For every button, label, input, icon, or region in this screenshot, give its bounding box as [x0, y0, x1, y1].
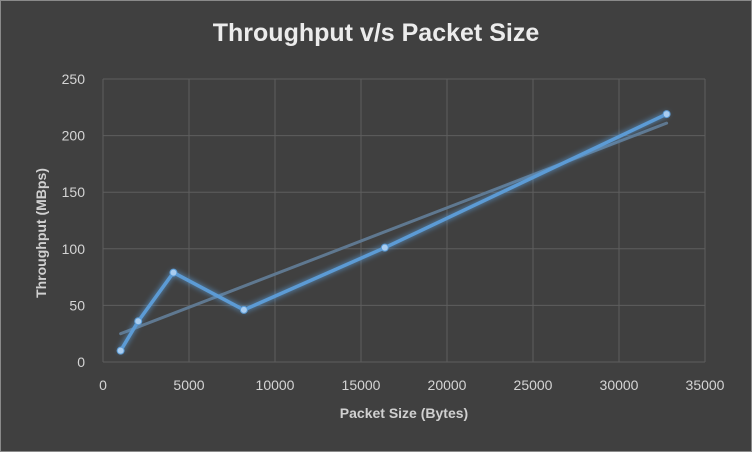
data-point	[169, 268, 178, 277]
y-tick-label: 100	[62, 241, 86, 257]
data-point	[134, 317, 143, 326]
x-tick-label: 15000	[342, 377, 381, 393]
y-tick-label: 0	[77, 354, 85, 370]
x-tick-label: 25000	[514, 377, 553, 393]
data-point	[239, 305, 248, 314]
y-tick-label: 50	[69, 297, 85, 313]
x-tick-label: 30000	[600, 377, 639, 393]
x-tick-label: 0	[99, 377, 107, 393]
y-tick-label: 150	[62, 184, 86, 200]
y-tick-label: 200	[62, 128, 86, 144]
x-tick-label: 10000	[256, 377, 295, 393]
x-tick-label: 5000	[173, 377, 204, 393]
x-tick-label: 35000	[686, 377, 725, 393]
x-axis-label: Packet Size (Bytes)	[339, 405, 469, 421]
x-tick-label: 20000	[428, 377, 467, 393]
chart-title: Throughput v/s Packet Size	[212, 19, 540, 47]
data-point	[662, 110, 671, 119]
data-point	[116, 346, 125, 355]
data-point	[380, 243, 389, 252]
y-tick-label: 250	[62, 71, 86, 87]
series-line	[118, 112, 669, 353]
